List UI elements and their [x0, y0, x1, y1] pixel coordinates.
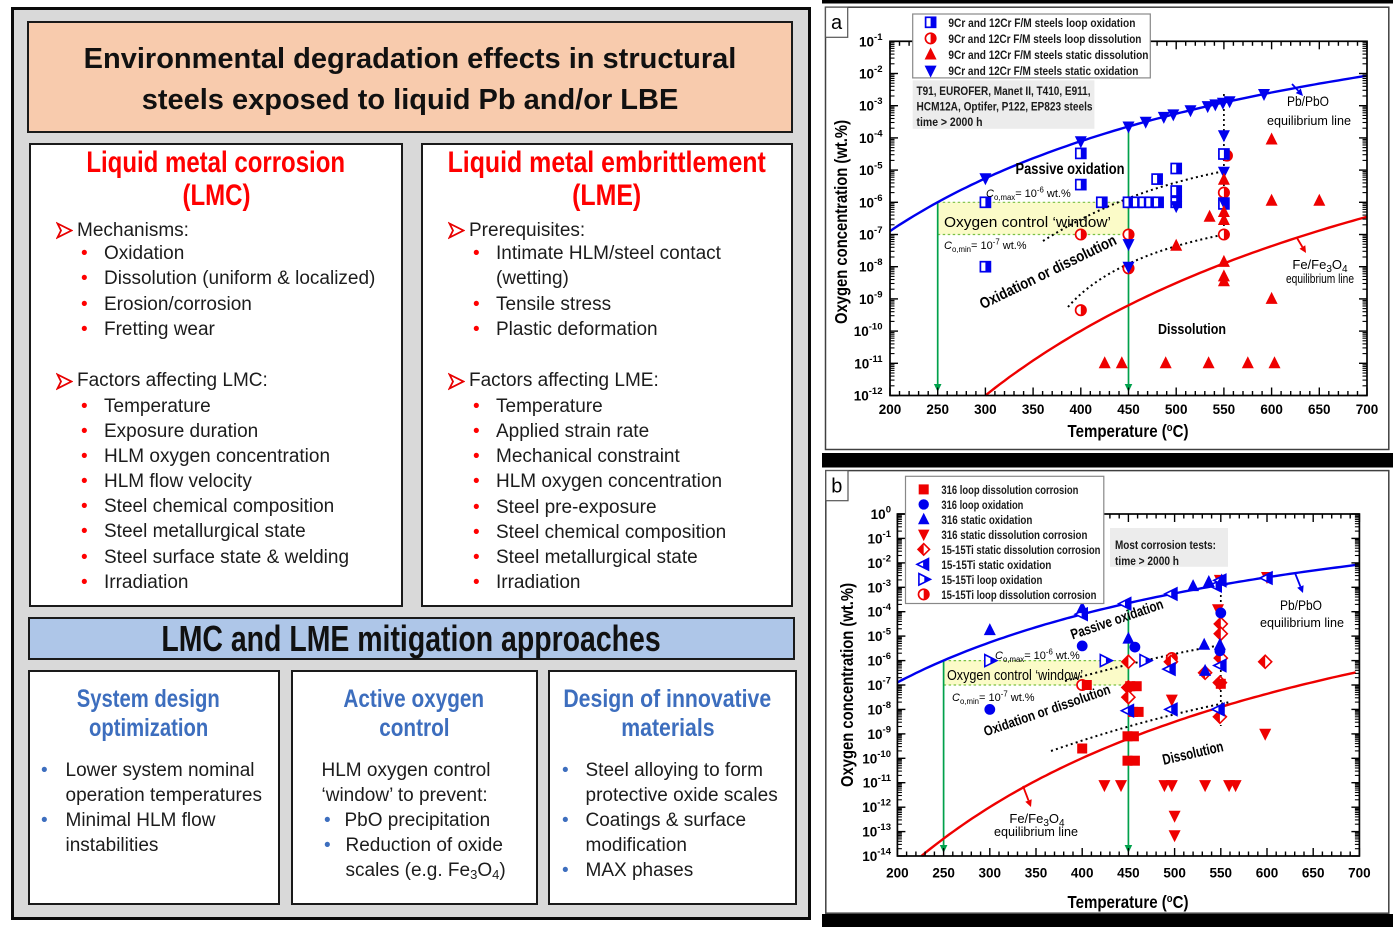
svg-text:Passive oxidation: Passive oxidation	[1016, 161, 1125, 178]
svg-text:equilibrium line: equilibrium line	[1267, 113, 1351, 128]
svg-text:700: 700	[1348, 866, 1371, 881]
svg-text:15-15Ti loop oxidation: 15-15Ti loop oxidation	[941, 573, 1042, 587]
svg-text:550: 550	[1213, 402, 1236, 417]
svg-text:9Cr and 12Cr F/M steels loop d: 9Cr and 12Cr F/M steels loop dissolution	[948, 32, 1141, 46]
svg-text:400: 400	[1070, 402, 1093, 417]
svg-text:Co,max= 10-6 wt.%: Co,max= 10-6 wt.%	[995, 648, 1080, 665]
svg-text:Oxygen control ‘window’: Oxygen control ‘window’	[944, 214, 1111, 231]
svg-text:250: 250	[932, 866, 955, 881]
svg-text:equilibrium line: equilibrium line	[1260, 615, 1344, 630]
svg-text:Temperature (oC): Temperature (oC)	[1068, 421, 1189, 441]
svg-text:400: 400	[1071, 866, 1094, 881]
svg-text:450: 450	[1117, 402, 1140, 417]
svg-text:650: 650	[1302, 866, 1325, 881]
svg-text:350: 350	[1025, 866, 1048, 881]
svg-text:250: 250	[926, 402, 949, 417]
svg-text:15-15Ti loop dissolution corro: 15-15Ti loop dissolution corrosion	[941, 588, 1096, 602]
svg-text:a: a	[831, 12, 843, 34]
svg-text:Temperature (oC): Temperature (oC)	[1068, 892, 1189, 912]
svg-text:350: 350	[1022, 402, 1045, 417]
svg-text:700: 700	[1356, 402, 1379, 417]
svg-text:T91, EUROFER, Manet II, T410,: T91, EUROFER, Manet II, T410, E911,	[917, 84, 1091, 98]
svg-text:550: 550	[1210, 866, 1233, 881]
svg-text:Oxygen concentration (wt.%): Oxygen concentration (wt.%)	[837, 583, 857, 787]
svg-text:500: 500	[1163, 866, 1186, 881]
svg-text:15-15Ti static dissolution cor: 15-15Ti static dissolution corrosion	[941, 543, 1100, 557]
svg-text:time > 2000 h: time > 2000 h	[1115, 554, 1179, 568]
svg-text:600: 600	[1256, 866, 1279, 881]
svg-text:Oxygen control ‘window’: Oxygen control ‘window’	[947, 668, 1083, 684]
svg-text:650: 650	[1308, 402, 1331, 417]
svg-text:9Cr and 12Cr F/M steels loop o: 9Cr and 12Cr F/M steels loop oxidation	[948, 16, 1135, 30]
svg-text:equilibrium line: equilibrium line	[1286, 272, 1354, 286]
svg-text:316 static dissolution corrosi: 316 static dissolution corrosion	[941, 528, 1087, 542]
svg-text:316 loop dissolution corrosion: 316 loop dissolution corrosion	[941, 483, 1078, 497]
svg-text:Dissolution: Dissolution	[1158, 321, 1226, 338]
svg-text:450: 450	[1117, 866, 1140, 881]
svg-text:equilibrium line: equilibrium line	[994, 824, 1078, 839]
svg-text:Pb/PbO: Pb/PbO	[1280, 597, 1322, 613]
svg-text:200: 200	[879, 402, 902, 417]
svg-text:Oxygen concentration (wt.%): Oxygen concentration (wt.%)	[831, 120, 851, 324]
svg-text:9Cr and 12Cr F/M steels static: 9Cr and 12Cr F/M steels static oxidation	[948, 64, 1138, 78]
svg-text:Fe/Fe3O4: Fe/Fe3O4	[1292, 257, 1348, 275]
svg-text:300: 300	[974, 402, 997, 417]
svg-text:316 static oxidation: 316 static oxidation	[941, 513, 1032, 527]
svg-text:9Cr and 12Cr F/M steels static: 9Cr and 12Cr F/M steels static dissoluti…	[948, 48, 1148, 62]
svg-text:300: 300	[979, 866, 1002, 881]
svg-text:time > 2000 h: time > 2000 h	[917, 115, 983, 129]
svg-text:Co,min= 10-7 wt.%: Co,min= 10-7 wt.%	[952, 690, 1035, 707]
svg-text:316 loop oxidation: 316 loop oxidation	[941, 498, 1023, 512]
svg-text:Pb/PbO: Pb/PbO	[1287, 93, 1329, 109]
svg-text:Most corrosion tests:: Most corrosion tests:	[1115, 538, 1216, 552]
svg-text:Co,max= 10-6 wt.%: Co,max= 10-6 wt.%	[986, 186, 1071, 203]
svg-text:b: b	[831, 475, 842, 497]
svg-text:200: 200	[886, 866, 909, 881]
svg-text:600: 600	[1260, 402, 1283, 417]
svg-text:HCM12A, Optifer, P122, EP823 s: HCM12A, Optifer, P122, EP823 steels	[917, 99, 1093, 113]
svg-text:Co,min= 10-7 wt.%: Co,min= 10-7 wt.%	[944, 238, 1027, 255]
svg-text:Fe/Fe3O4: Fe/Fe3O4	[1009, 811, 1065, 829]
svg-text:15-15Ti static oxidation: 15-15Ti static oxidation	[941, 558, 1051, 572]
svg-text:500: 500	[1165, 402, 1188, 417]
